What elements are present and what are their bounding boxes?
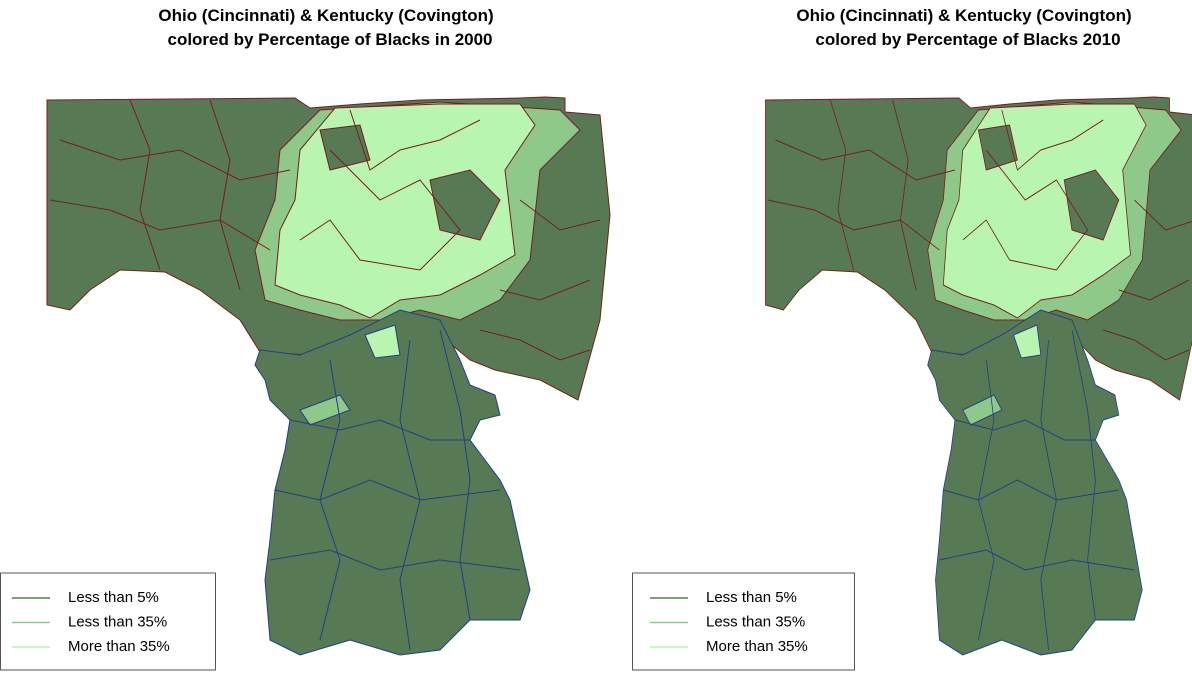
legend-box (0, 572, 216, 671)
map (764, 96, 1192, 656)
legend-label: Less than 35% (68, 613, 167, 630)
legend-label: More than 35% (706, 638, 808, 655)
map-title: Ohio (Cincinnati) & Kentucky (Covington) (796, 6, 1131, 25)
legend-label: Less than 5% (68, 589, 159, 606)
map-left: Ohio (Cincinnati) & Kentucky (Covington)… (0, 6, 611, 671)
map-title: colored by Percentage of Blacks 2010 (815, 30, 1120, 49)
legend-label: More than 35% (68, 638, 170, 655)
map (46, 96, 611, 656)
legend-box (632, 572, 855, 671)
map-title: colored by Percentage of Blacks in 2000 (167, 30, 492, 49)
legend-label: Less than 35% (706, 613, 805, 630)
legend-label: Less than 5% (706, 589, 797, 606)
map-title: Ohio (Cincinnati) & Kentucky (Covington) (158, 6, 493, 25)
map-right: Ohio (Cincinnati) & Kentucky (Covington)… (632, 6, 1192, 671)
